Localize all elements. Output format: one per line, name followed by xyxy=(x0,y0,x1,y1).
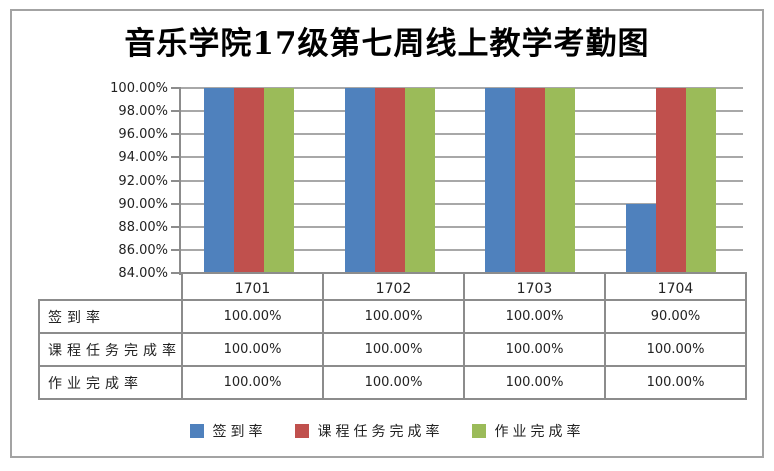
table-value-cell: 100.00% xyxy=(183,301,322,332)
gridline xyxy=(181,133,743,136)
y-axis-tick xyxy=(171,202,181,205)
y-axis-tick xyxy=(171,272,181,274)
bar-1701-series3 xyxy=(264,88,294,273)
table-value-cell: 100.00% xyxy=(324,334,463,365)
y-axis-tick xyxy=(171,133,181,136)
y-axis-label: 86.00% xyxy=(118,242,168,258)
table-value-cell: 100.00% xyxy=(183,367,322,398)
table-row-label: 签到率 xyxy=(40,301,185,332)
legend-label: 签到率 xyxy=(212,424,267,440)
gridline xyxy=(181,202,743,205)
plot-area xyxy=(181,87,743,274)
bar-1703-series3 xyxy=(545,88,575,273)
y-axis-tick xyxy=(171,156,181,159)
table-header-cell: 1702 xyxy=(324,274,463,303)
bar-1701-series1 xyxy=(204,88,234,273)
gridline xyxy=(181,156,743,159)
table-value-cell: 100.00% xyxy=(324,301,463,332)
y-axis-label: 96.00% xyxy=(118,127,168,143)
y-axis-line xyxy=(179,88,181,275)
y-axis-label: 84.00% xyxy=(118,266,168,281)
y-axis-label: 94.00% xyxy=(118,150,168,166)
y-axis-label: 90.00% xyxy=(118,196,168,212)
legend-swatch-icon xyxy=(189,424,204,438)
legend: 签到率 课程任务完成率 作业完成率 xyxy=(0,421,774,441)
legend-swatch-icon xyxy=(471,424,486,438)
table-value-cell: 100.00% xyxy=(465,334,604,365)
y-axis-label: 92.00% xyxy=(118,173,168,189)
gridline xyxy=(181,87,743,89)
bar-1702-series1 xyxy=(344,88,375,273)
y-axis-label: 98.00% xyxy=(118,104,168,120)
bar-1704-series1 xyxy=(625,203,656,273)
bar-1704-series2 xyxy=(655,88,686,273)
y-axis-tick xyxy=(171,225,181,228)
bar-1701-series2 xyxy=(234,88,264,273)
table-value-cell: 100.00% xyxy=(183,334,322,365)
table-row-label: 作业完成率 xyxy=(40,367,185,398)
chart-title: 音乐学院17级第七周线上教学考勤图 xyxy=(124,26,650,62)
table-values: 100.00% 100.00% 100.00% 90.00% 100.00% 100.00… xyxy=(181,299,747,400)
legend-label: 课程任务完成率 xyxy=(317,424,444,440)
table-value-cell: 100.00% xyxy=(606,334,745,365)
legend-item: 作业完成率 xyxy=(471,421,585,441)
table-value-cell: 100.00% xyxy=(606,367,745,398)
gridline xyxy=(181,225,743,228)
legend-item: 签到率 xyxy=(189,421,267,441)
y-axis-label: 100.00% xyxy=(110,81,168,96)
table-header-cell: 1703 xyxy=(465,274,604,303)
legend-swatch-icon xyxy=(294,424,309,438)
table-value-cell: 100.00% xyxy=(465,367,604,398)
bar-1704-series3 xyxy=(685,88,716,273)
table-value-cell: 90.00% xyxy=(606,301,745,332)
table-row-labels: 签到率 课程任务完成率 作业完成率 xyxy=(38,299,187,400)
legend-item: 课程任务完成率 xyxy=(294,421,444,441)
bar-1703-series2 xyxy=(515,88,545,273)
table-value-cell: 100.00% xyxy=(324,367,463,398)
table-header-cell: 1701 xyxy=(183,274,322,303)
gridline xyxy=(181,110,743,113)
table-row-label: 课程任务完成率 xyxy=(40,334,185,365)
y-axis-tick xyxy=(171,87,181,89)
y-axis-label: 88.00% xyxy=(118,219,168,235)
legend-label: 作业完成率 xyxy=(494,424,585,440)
y-axis-tick xyxy=(171,179,181,182)
table-header-cell: 1704 xyxy=(606,274,745,303)
gridline xyxy=(181,248,743,251)
bar-1702-series2 xyxy=(374,88,405,273)
gridline xyxy=(181,179,743,182)
bar-1703-series1 xyxy=(485,88,515,273)
y-axis-tick xyxy=(171,110,181,113)
y-axis-tick xyxy=(171,248,181,251)
table-value-cell: 100.00% xyxy=(465,301,604,332)
bar-1702-series3 xyxy=(404,88,435,273)
